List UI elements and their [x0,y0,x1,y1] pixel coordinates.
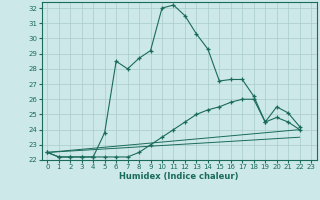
X-axis label: Humidex (Indice chaleur): Humidex (Indice chaleur) [119,172,239,181]
